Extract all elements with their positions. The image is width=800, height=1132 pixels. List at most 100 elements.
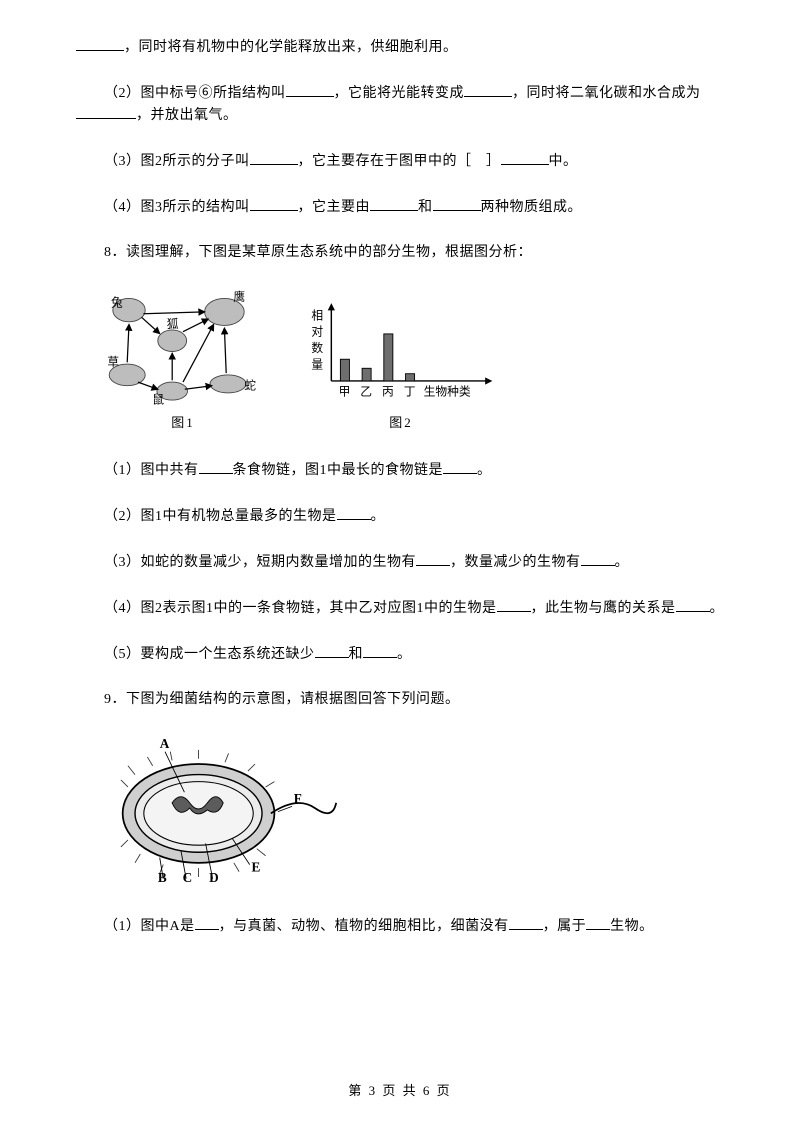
text: 8．读图理解，下图是某草原生态系统中的部分生物，根据图分析： [104, 245, 532, 260]
question-8-lead: 8．读图理解，下图是某草原生态系统中的部分生物，根据图分析： [76, 242, 724, 263]
ylabel-char: 数 [311, 341, 323, 355]
figure-2: 相 对 数 量 甲 乙 丙 丁 生物种类 图2 [306, 297, 496, 433]
text: （3）图2所示的分子叫 [104, 154, 250, 169]
blank [443, 459, 477, 474]
para-3: （3）图2所示的分子叫 ，它主要存在于图甲中的［ ］ 中。 [76, 150, 724, 172]
ylabel-char: 对 [311, 325, 323, 339]
text: ，与真菌、动物、植物的细胞相比，细菌没有 [219, 919, 509, 934]
blank [315, 643, 349, 658]
bar [340, 359, 349, 381]
q8-sub2: （2）图1中有机物总量最多的生物是 。 [76, 505, 724, 527]
q8-sub4: （4）图2表示图1中的一条食物链，其中乙对应图1中的生物是 ，此生物与鹰的关系是 。 [76, 597, 724, 619]
question-9-lead: 9．下图为细菌结构的示意图，请根据图回答下列问题。 [76, 689, 724, 710]
text: 生物。 [610, 919, 654, 934]
xcat: 甲 [339, 385, 351, 398]
bact-label-F: F [294, 790, 302, 805]
text: 。 [710, 601, 725, 616]
text: 。 [477, 463, 492, 478]
bact-label-B: B [158, 870, 167, 884]
figure-1: 兔 鹰 狐 草 鼠 蛇 图1 [102, 287, 264, 433]
blank [416, 551, 450, 566]
text: ，它主要存在于图甲中的［ ］ [298, 154, 501, 169]
text: ，并放出氧气。 [136, 108, 238, 123]
blank [76, 104, 136, 119]
page-footer: 第 3 页 共 6 页 [0, 1081, 800, 1101]
text: （2）图中标号⑥所指结构叫 [104, 86, 286, 101]
blank [195, 915, 219, 930]
text: ，此生物与鹰的关系是 [531, 601, 676, 616]
text: 。 [397, 647, 412, 662]
para-1: ，同时将有机物中的化学能释放出来，供细胞利用。 [76, 36, 724, 58]
blank [433, 196, 481, 211]
blank [581, 551, 615, 566]
footer-text: 页 共 [382, 1083, 417, 1098]
text: ，数量减少的生物有 [450, 555, 581, 570]
node-grass: 草 [107, 356, 119, 369]
blank [250, 196, 298, 211]
bact-label-D: D [209, 870, 219, 884]
blank [76, 36, 124, 51]
text: ，它能将光能转变成 [334, 86, 465, 101]
text: （3）如蛇的数量减少，短期内数量增加的生物有 [104, 555, 416, 570]
node-fox: 狐 [167, 317, 179, 331]
blank [250, 150, 298, 165]
node-snake: 蛇 [244, 378, 256, 392]
blank [497, 597, 531, 612]
blank [464, 82, 512, 97]
blank [586, 915, 610, 930]
blank [501, 150, 549, 165]
bact-label-E: E [251, 859, 260, 874]
text: （4）图2表示图1中的一条食物链，其中乙对应图1中的生物是 [104, 601, 497, 616]
bar-chart: 相 对 数 量 甲 乙 丙 丁 生物种类 [306, 297, 496, 407]
foodweb-diagram: 兔 鹰 狐 草 鼠 蛇 [102, 287, 264, 407]
ylabel-char: 量 [311, 358, 323, 371]
text: （4）图3所示的结构叫 [104, 200, 250, 215]
bar [406, 374, 415, 381]
blank [370, 196, 418, 211]
text: 和 [418, 200, 433, 215]
q8-sub1: （1）图中共有 条食物链，图1中最长的食物链是 。 [76, 459, 724, 481]
xcat: 丁 [404, 385, 416, 398]
blank [676, 597, 710, 612]
blank [286, 82, 334, 97]
text: （2）图1中有机物总量最多的生物是 [104, 509, 337, 524]
text: 。 [615, 555, 630, 570]
text: ，属于 [543, 919, 587, 934]
text: 9．下图为细菌结构的示意图，请根据图回答下列问题。 [104, 692, 460, 707]
footer-text: 第 [348, 1083, 363, 1098]
figure-row: 兔 鹰 狐 草 鼠 蛇 图1 相 对 数 量 [102, 287, 724, 433]
q8-sub3: （3）如蛇的数量减少，短期内数量增加的生物有 ，数量减少的生物有 。 [76, 551, 724, 573]
text: ，它主要由 [298, 200, 371, 215]
footer-text: 页 [437, 1083, 452, 1098]
bar [384, 334, 393, 381]
text: ，同时将二氧化碳和水合成为 [512, 86, 701, 101]
text: 条食物链，图1中最长的食物链是 [233, 463, 444, 478]
document-page: ，同时将有机物中的化学能释放出来，供细胞利用。 （2）图中标号⑥所指结构叫 ，它能… [0, 0, 800, 1132]
bact-label-A: A [160, 736, 170, 751]
footer-total: 6 [423, 1083, 432, 1098]
node-eagle: 鹰 [233, 290, 245, 304]
text: ，同时将有机物中的化学能释放出来，供细胞利用。 [124, 40, 458, 55]
blank [199, 459, 233, 474]
bar [362, 368, 371, 381]
text: 中。 [549, 154, 578, 169]
text: （1）图中共有 [104, 463, 199, 478]
bacterium-diagram: A B C D E F [110, 734, 340, 884]
blank [337, 505, 371, 520]
q8-sub5: （5）要构成一个生态系统还缺少 和 。 [76, 643, 724, 665]
figure-2-caption: 图2 [389, 413, 413, 433]
para-2: （2）图中标号⑥所指结构叫 ，它能将光能转变成 ，同时将二氧化碳和水合成为 ，并放出氧… [76, 82, 724, 126]
xcat: 乙 [360, 385, 372, 398]
node-mouse: 鼠 [152, 393, 164, 407]
text: 。 [371, 509, 386, 524]
text: （5）要构成一个生态系统还缺少 [104, 647, 315, 662]
para-4: （4）图3所示的结构叫 ，它主要由 和 两种物质组成。 [76, 196, 724, 218]
node-rabbit: 兔 [111, 296, 123, 310]
text: （1）图中A是 [104, 919, 195, 934]
figure-1-caption: 图1 [171, 413, 195, 433]
blank [509, 915, 543, 930]
x-axis-label: 生物种类 [424, 384, 471, 398]
text: 和 [349, 647, 364, 662]
text: 两种物质组成。 [481, 200, 583, 215]
ylabel-char: 相 [311, 309, 323, 322]
